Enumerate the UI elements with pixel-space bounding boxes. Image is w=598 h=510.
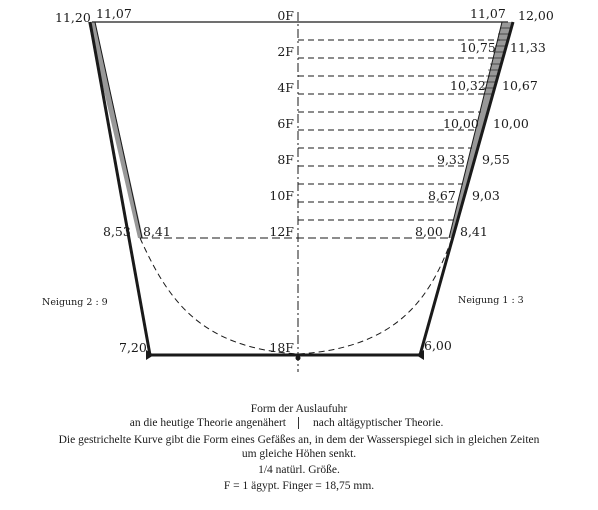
level-label-10F: 10F bbox=[269, 188, 294, 203]
right-inner-wall bbox=[448, 21, 503, 239]
left-wall bbox=[88, 21, 152, 356]
right-slope-label: Neigung 1 : 3 bbox=[458, 295, 524, 306]
caption-scale: 1/4 natürl. Größe. bbox=[258, 464, 340, 476]
right-bottom-value: 6,00 bbox=[424, 338, 452, 353]
right-outer-value-10F: 9,03 bbox=[472, 188, 500, 203]
right-inner-value-12F: 8,00 bbox=[415, 224, 443, 239]
left-inner-wall bbox=[94, 21, 143, 239]
dashed-curve bbox=[139, 237, 453, 355]
caption-left-subtitle: an die heutige Theorie angenähert bbox=[129, 417, 286, 429]
left-top-inner-value: 11,07 bbox=[96, 6, 132, 21]
caption-divider bbox=[298, 417, 299, 429]
left-hatched-strip bbox=[88, 22, 143, 238]
right-inner-value-4F: 10,32 bbox=[450, 78, 486, 93]
level-lines-right bbox=[298, 39, 500, 221]
level-label-12F: 12F bbox=[269, 224, 294, 239]
level-label-4F: 4F bbox=[277, 80, 294, 95]
right-inner-value-10F: 8,67 bbox=[428, 188, 456, 203]
left-mid-outer-value: 8,53 bbox=[103, 224, 131, 239]
level-label-0F: 0F bbox=[277, 8, 294, 23]
level-label-18F: 18F bbox=[269, 340, 294, 355]
right-outer-value-8F: 9,55 bbox=[482, 152, 510, 167]
left-bottom-value: 7,20 bbox=[119, 340, 147, 355]
caption-title: Form der Auslaufuhr bbox=[250, 403, 348, 415]
vessel-diagram: 0F 2F 4F 6F 8F 10F 12F 18F 11,20 11,07 1… bbox=[42, 6, 554, 372]
level-label-2F: 2F bbox=[277, 44, 294, 59]
right-top-inner-value: 11,07 bbox=[470, 6, 506, 21]
right-outer-value-12F: 8,41 bbox=[460, 224, 488, 239]
level-label-8F: 8F bbox=[277, 152, 294, 167]
left-mid-inner-value: 8,41 bbox=[143, 224, 171, 239]
caption-unit: F = 1 ägypt. Finger = 18,75 mm. bbox=[223, 480, 375, 492]
left-top-outer-value: 11,20 bbox=[55, 10, 91, 25]
caption-subtitles: an die heutige Theorie angenähert nach a… bbox=[0, 416, 598, 430]
right-inner-value-6F: 10,00 bbox=[443, 116, 479, 131]
bottom-right-foot bbox=[416, 350, 424, 360]
caption-note-line-2: um gleiche Höhen senkt. bbox=[241, 448, 357, 460]
caption-right-subtitle: nach altägyptischer Theorie. bbox=[313, 417, 444, 429]
right-wall bbox=[418, 21, 515, 356]
caption-note-line-1: Die gestrichelte Kurve gibt die Form ein… bbox=[58, 434, 540, 446]
outflow-hole bbox=[295, 355, 301, 361]
figure-caption: Form der Auslaufuhr an die heutige Theor… bbox=[0, 402, 598, 493]
right-inner-value-8F: 9,33 bbox=[437, 152, 465, 167]
right-outer-value-2F: 11,33 bbox=[510, 40, 546, 55]
right-outer-value-4F: 10,67 bbox=[502, 78, 538, 93]
level-label-6F: 6F bbox=[277, 116, 294, 131]
bottom-left-foot bbox=[146, 350, 154, 360]
right-inner-value-2F: 10,75 bbox=[460, 40, 496, 55]
right-outer-value-6F: 10,00 bbox=[493, 116, 529, 131]
left-slope-label: Neigung 2 : 9 bbox=[42, 297, 108, 308]
right-top-outer-value: 12,00 bbox=[518, 8, 554, 23]
